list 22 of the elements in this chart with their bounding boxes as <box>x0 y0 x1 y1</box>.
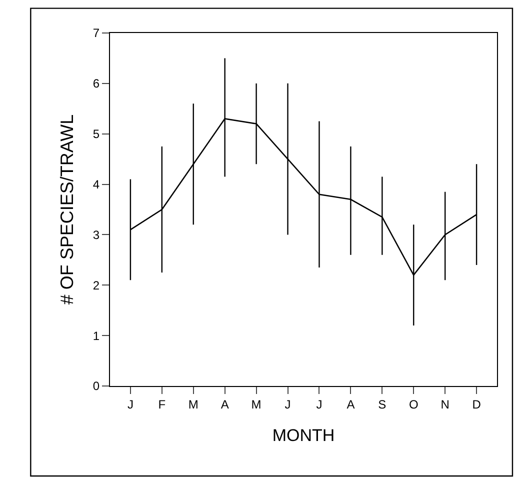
x-tick-label: J <box>316 398 322 412</box>
x-tick-label: M <box>251 398 262 412</box>
x-tick-label: M <box>188 398 198 412</box>
y-tick-label: 1 <box>92 328 100 343</box>
y-tick-label: 0 <box>92 379 100 394</box>
x-tick-label: S <box>378 398 386 412</box>
x-tick-label: A <box>346 398 355 412</box>
x-axis-title: MONTH <box>272 426 335 445</box>
x-tick-label: J <box>127 398 134 412</box>
y-tick-label: 7 <box>92 26 100 40</box>
x-tick-label: F <box>158 398 166 412</box>
x-tick-label: O <box>408 398 418 412</box>
y-axis-title: # OF SPECIES/TRAWL <box>57 114 78 305</box>
y-tick-label: 6 <box>92 76 100 91</box>
x-tick-label: J <box>284 398 291 412</box>
x-tick-label: A <box>220 398 229 412</box>
y-tick-label: 3 <box>92 228 100 242</box>
y-tick-label: 2 <box>92 278 100 292</box>
y-tick-label: 5 <box>92 127 100 142</box>
x-tick-label: N <box>440 398 450 412</box>
y-tick-label: 4 <box>92 177 100 192</box>
x-tick-label: D <box>472 398 482 412</box>
